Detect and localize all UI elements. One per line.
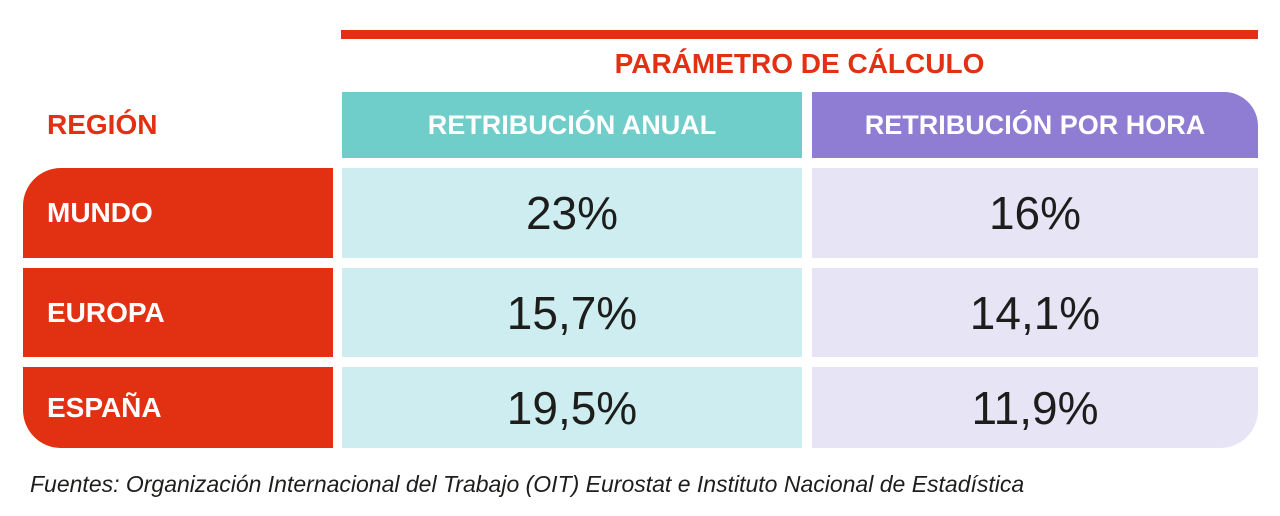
value-europa-anual: 15,7% bbox=[506, 286, 638, 339]
value-mundo-hora: 16% bbox=[988, 187, 1082, 239]
row-label-europa: EUROPA bbox=[23, 268, 333, 357]
sources-caption: Fuentes: Organización Internacional del … bbox=[30, 471, 1025, 497]
cell-mundo-hora: 16% bbox=[812, 168, 1258, 258]
value-espana-hora: 11,9% bbox=[971, 381, 1099, 434]
cell-mundo-anual: 23% bbox=[342, 168, 802, 258]
table-title: PARÁMETRO DE CÁLCULO bbox=[614, 48, 985, 79]
row-label-mundo: MUNDO bbox=[23, 168, 333, 258]
cell-espana-anual: 19,5% bbox=[342, 367, 802, 448]
top-accent-bar bbox=[341, 30, 1258, 39]
cell-espana-hora: 11,9% bbox=[812, 367, 1258, 448]
column-header-retribucion-anual: RETRIBUCIÓN ANUAL bbox=[342, 92, 802, 158]
value-espana-anual: 19,5% bbox=[506, 381, 638, 434]
cell-europa-hora: 14,1% bbox=[812, 268, 1258, 357]
row-header-label: REGIÓN bbox=[47, 109, 158, 140]
cell-europa-anual: 15,7% bbox=[342, 268, 802, 357]
row-label-espana: ESPAÑA bbox=[23, 367, 333, 448]
table-row: MUNDO 23% 16% bbox=[0, 168, 1280, 258]
value-mundo-anual: 23% bbox=[525, 187, 619, 239]
value-europa-hora: 14,1% bbox=[969, 286, 1101, 339]
table-row: ESPAÑA 19,5% 11,9% bbox=[0, 367, 1280, 448]
table-row: EUROPA 15,7% 14,1% bbox=[0, 268, 1280, 357]
column-header-retribucion-por-hora: RETRIBUCIÓN POR HORA bbox=[812, 92, 1258, 158]
